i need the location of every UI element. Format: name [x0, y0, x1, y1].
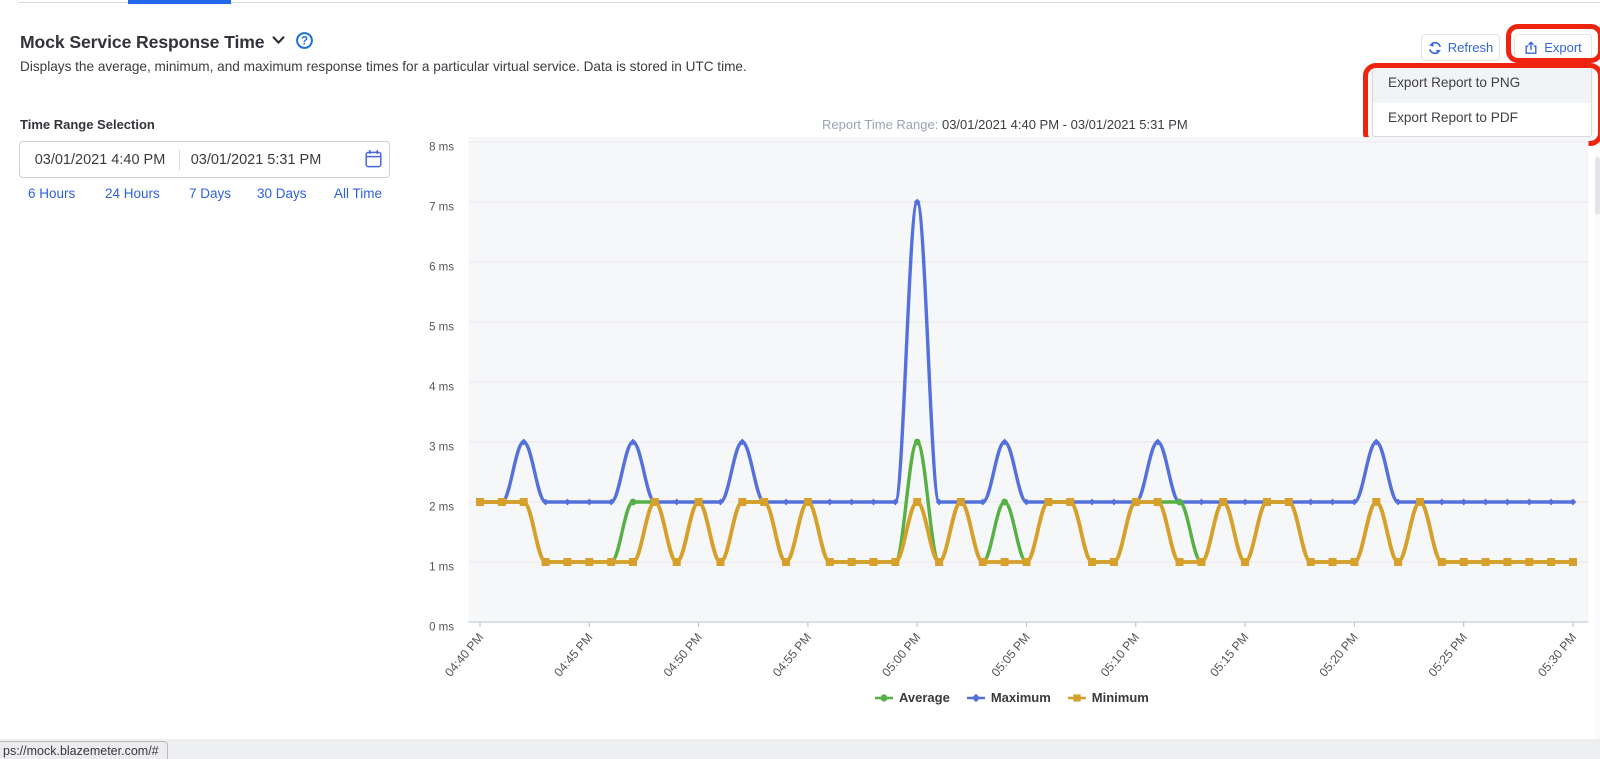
- svg-text:05:25 PM: 05:25 PM: [1426, 630, 1470, 679]
- svg-text:1 ms: 1 ms: [429, 562, 454, 574]
- svg-text:04:40 PM: 04:40 PM: [442, 630, 486, 679]
- svg-text:8 ms: 8 ms: [429, 142, 454, 154]
- svg-text:5 ms: 5 ms: [429, 322, 454, 334]
- svg-text:04:55 PM: 04:55 PM: [770, 630, 814, 679]
- svg-text:04:45 PM: 04:45 PM: [551, 630, 595, 679]
- svg-text:4 ms: 4 ms: [429, 382, 454, 394]
- svg-text:05:30 PM: 05:30 PM: [1535, 630, 1579, 679]
- svg-text:2 ms: 2 ms: [429, 502, 454, 514]
- svg-text:6 ms: 6 ms: [429, 262, 454, 274]
- svg-text:05:15 PM: 05:15 PM: [1207, 630, 1251, 679]
- svg-text:05:10 PM: 05:10 PM: [1098, 630, 1142, 679]
- svg-text:7 ms: 7 ms: [429, 202, 454, 214]
- svg-text:04:50 PM: 04:50 PM: [661, 630, 705, 679]
- svg-text:05:00 PM: 05:00 PM: [879, 630, 923, 679]
- svg-text:?: ?: [300, 35, 307, 47]
- svg-text:05:05 PM: 05:05 PM: [989, 630, 1033, 679]
- svg-text:0 ms: 0 ms: [429, 622, 454, 634]
- svg-text:3 ms: 3 ms: [429, 442, 454, 454]
- svg-text:05:20 PM: 05:20 PM: [1316, 630, 1360, 679]
